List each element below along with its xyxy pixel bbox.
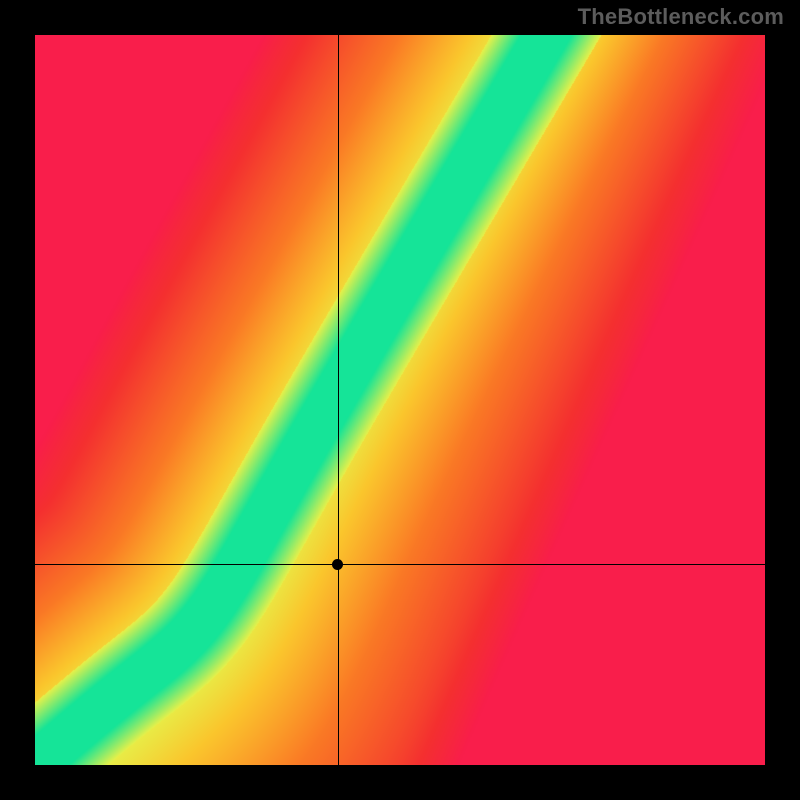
- heatmap-canvas: [35, 35, 765, 765]
- watermark-text: TheBottleneck.com: [578, 4, 784, 30]
- crosshair-vertical: [338, 35, 339, 765]
- crosshair-horizontal: [35, 564, 765, 565]
- heatmap-plot: [35, 35, 765, 765]
